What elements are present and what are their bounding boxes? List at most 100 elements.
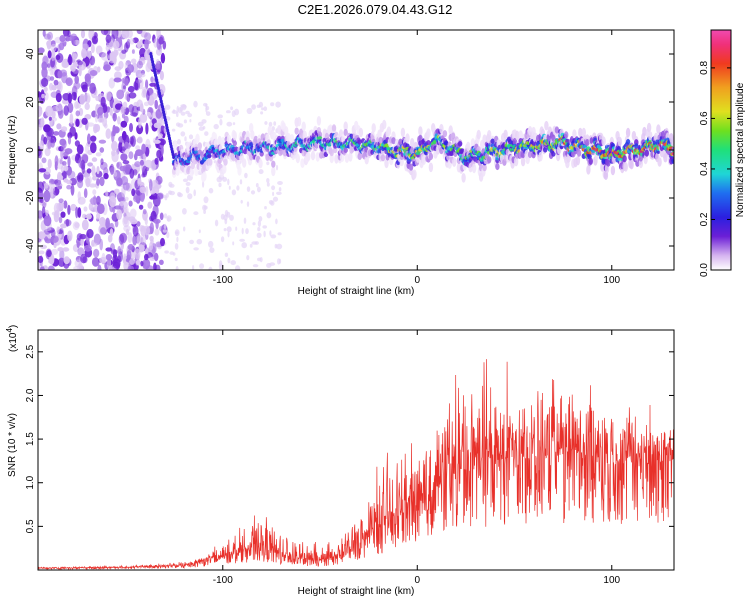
noise-blob — [187, 193, 193, 200]
noise-blob — [138, 204, 144, 210]
noise-blob — [38, 181, 45, 193]
noise-blob — [142, 165, 148, 176]
noise-blob — [67, 204, 71, 215]
ridge-cell — [258, 158, 263, 169]
noise-blob — [94, 111, 99, 123]
ridge-cell — [408, 163, 414, 171]
ridge-cell — [315, 152, 320, 162]
noise-blob — [63, 165, 69, 172]
noise-blob — [109, 108, 113, 116]
noise-blob — [88, 183, 97, 188]
noise-blob — [87, 133, 91, 145]
noise-blob — [144, 159, 153, 169]
noise-blob — [69, 126, 76, 137]
ridge-cell — [271, 166, 276, 177]
ridge-cell — [426, 140, 431, 146]
noise-blob — [77, 60, 83, 66]
noise-blob — [153, 179, 159, 189]
noise-blob — [84, 102, 90, 110]
ridge-cell — [581, 127, 586, 138]
noise-blob — [57, 70, 63, 79]
noise-blob — [176, 111, 179, 118]
noise-blob — [224, 218, 228, 225]
noise-blob — [278, 258, 282, 264]
noise-blob — [118, 60, 124, 70]
noise-blob — [257, 227, 261, 232]
noise-blob — [228, 185, 231, 190]
ridge-cell — [572, 129, 577, 139]
noise-blob — [84, 73, 92, 83]
noise-blob — [113, 49, 118, 59]
noise-blob — [116, 89, 125, 100]
spectrogram-x-axis-label: Height of straight line (km) — [298, 286, 415, 297]
noise-blob — [258, 101, 264, 108]
noise-blob — [208, 240, 214, 248]
noise-blob — [114, 71, 122, 80]
noise-blob — [103, 64, 111, 72]
noise-blob — [165, 193, 169, 198]
noise-blob — [97, 106, 104, 116]
noise-blob — [122, 164, 130, 176]
y-tick-label: 1.0 — [25, 475, 36, 489]
noise-blob — [273, 121, 277, 126]
noise-blob — [122, 182, 130, 191]
noise-blob — [76, 174, 81, 182]
chart-title: C2E1.2026.079.04.43.G12 — [297, 2, 453, 17]
noise-blob — [156, 149, 162, 159]
noise-blob — [143, 225, 151, 236]
noise-blob — [172, 109, 175, 113]
noise-blob — [67, 170, 76, 179]
noise-blob — [276, 191, 282, 195]
noise-blob — [131, 58, 137, 64]
ridge-cell — [482, 164, 487, 172]
ridge-cell — [384, 158, 389, 169]
noise-blob — [112, 101, 117, 113]
noise-blob — [108, 77, 116, 89]
noise-blob — [89, 70, 98, 76]
noise-blob — [123, 225, 131, 232]
noise-blob — [40, 117, 45, 128]
noise-blob — [189, 239, 195, 245]
noise-blob — [105, 217, 110, 229]
noise-blob — [257, 220, 261, 228]
noise-blob — [44, 147, 51, 157]
ridge-cell — [306, 151, 311, 162]
noise-blob — [149, 222, 154, 235]
noise-blob — [249, 243, 253, 248]
noise-blob — [63, 256, 70, 265]
noise-blob — [230, 260, 236, 266]
ridge-cell — [623, 162, 628, 172]
noise-blob — [82, 213, 87, 219]
ridge-cell — [588, 157, 593, 165]
noise-blob — [136, 30, 143, 35]
noise-blob — [99, 227, 107, 235]
noise-blob — [246, 107, 253, 115]
noise-blob — [121, 130, 127, 141]
noise-blob — [123, 206, 129, 214]
noise-blob — [93, 233, 101, 245]
ridge-cell — [543, 147, 548, 153]
noise-blob — [146, 111, 151, 117]
noise-blob — [60, 211, 66, 218]
ridge-cell — [578, 127, 583, 138]
noise-blob — [51, 49, 56, 59]
ridge-cell — [452, 157, 457, 167]
noise-blob — [144, 39, 149, 50]
noise-blob — [141, 143, 147, 154]
noise-blob — [51, 248, 58, 255]
colorbar-tick-label: 0.6 — [699, 111, 710, 125]
noise-blob — [54, 155, 59, 167]
noise-blob — [47, 158, 52, 169]
noise-blob — [59, 35, 66, 43]
noise-blob — [208, 266, 213, 270]
noise-blob — [240, 199, 243, 204]
y-tick-label: 0.5 — [25, 519, 36, 533]
noise-blob — [144, 253, 149, 261]
ridge-cell — [625, 127, 631, 138]
noise-blob — [120, 120, 128, 128]
noise-blob — [97, 264, 102, 270]
noise-blob — [49, 68, 53, 76]
noise-blob — [150, 76, 154, 83]
noise-blob — [183, 119, 187, 124]
noise-blob — [179, 106, 184, 113]
